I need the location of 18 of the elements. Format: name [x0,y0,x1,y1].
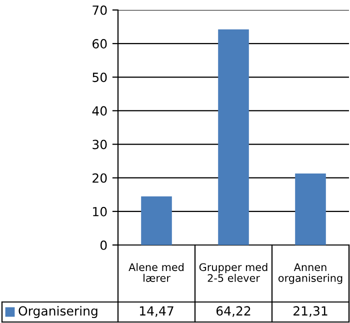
x-tick-label: Alene med lærer [128,263,184,282]
x-tick-label: Grupper med 2-5 elever [199,263,268,282]
bar [218,29,249,245]
data-label: 14,47 [140,306,174,317]
data-label: 64,22 [216,306,250,317]
x-tick-label: Annen organisering [278,263,342,284]
y-tick-label: 40 [92,106,107,116]
legend-label: Organisering [18,306,98,318]
bar [141,196,172,245]
y-tick-label: 20 [92,173,107,183]
data-label: 21,31 [294,306,328,317]
y-tick-label: 60 [92,39,107,48]
bar [295,173,326,245]
y-tick-label: 10 [93,206,107,216]
y-tick-label: 70 [92,5,107,15]
y-tick-label: 30 [92,140,107,150]
y-tick-label: 50 [92,72,107,82]
y-tick-label: 0 [100,240,107,250]
